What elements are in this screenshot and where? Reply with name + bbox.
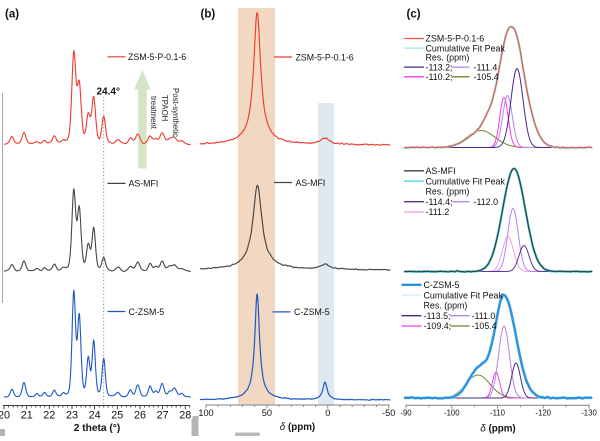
svg-text:-120: -120 [535,409,551,418]
svg-text:Cumulative Fit Peak: Cumulative Fit Peak [424,290,504,300]
svg-text:AS-MFI: AS-MFI [296,178,326,188]
svg-text:-113.5;: -113.5; [424,311,451,321]
svg-text:C-ZSM-5: C-ZSM-5 [294,307,330,317]
svg-text:δ (ppm): δ (ppm) [480,424,515,435]
svg-text:-110: -110 [490,409,506,418]
svg-text:C-ZSM-5: C-ZSM-5 [129,307,165,317]
svg-text:(c): (c) [407,9,421,21]
svg-text:0: 0 [325,408,330,418]
svg-text:2 theta (°): 2 theta (°) [74,423,121,434]
svg-text:21: 21 [21,410,33,422]
svg-text:-130: -130 [581,409,597,418]
svg-text:27: 27 [157,410,169,422]
svg-text:-105.4: -105.4 [472,321,497,331]
svg-text:Res. (ppm): Res. (ppm) [426,53,470,63]
svg-text:(b): (b) [201,9,216,21]
svg-text:Res. (ppm): Res. (ppm) [424,301,468,311]
svg-text:ZSM-5-P-0.1-6: ZSM-5-P-0.1-6 [426,34,485,44]
svg-text:-90: -90 [400,409,412,418]
svg-text:Cumulative Fit Peak: Cumulative Fit Peak [426,43,506,53]
svg-text:-50: -50 [382,408,395,418]
svg-text:Post-synthetic: Post-synthetic [171,88,180,137]
svg-text:-112.0: -112.0 [474,197,499,207]
svg-text:24.4°: 24.4° [97,87,120,98]
svg-text:TPAOH: TPAOH [160,95,169,121]
svg-text:-114.4;: -114.4; [426,197,453,207]
svg-text:25: 25 [111,410,123,422]
svg-text:100: 100 [198,408,213,418]
svg-text:Res. (ppm): Res. (ppm) [426,187,470,197]
svg-text:-111.0: -111.0 [472,311,496,321]
svg-text:26: 26 [134,410,146,422]
svg-text:Cumulative Fit Peak: Cumulative Fit Peak [426,176,506,186]
svg-text:-113.2;: -113.2; [426,62,453,72]
svg-text:ZSM-5-P-0.1-6: ZSM-5-P-0.1-6 [296,52,354,62]
svg-text:δ (ppm): δ (ppm) [280,422,315,433]
svg-text:-111.4: -111.4 [474,62,498,72]
svg-text:-100: -100 [444,409,460,418]
svg-text:AS-MFI: AS-MFI [426,166,456,176]
svg-text:-110.2;: -110.2; [426,72,453,82]
svg-text:50: 50 [262,408,272,418]
svg-text:20: 20 [0,410,10,422]
svg-text:28: 28 [179,410,191,422]
svg-text:C-ZSM-5: C-ZSM-5 [424,280,460,290]
svg-text:24: 24 [89,410,101,422]
svg-text:ZSM-5-P-0.1-6: ZSM-5-P-0.1-6 [128,52,186,62]
svg-text:-111.2: -111.2 [426,207,450,217]
svg-text:-109.4;: -109.4; [424,321,452,331]
svg-text:-105.4: -105.4 [474,72,499,82]
svg-text:treatment: treatment [149,96,158,130]
svg-text:22: 22 [43,410,55,422]
svg-text:(a): (a) [5,9,19,21]
svg-text:23: 23 [66,410,78,422]
svg-text:AS-MFI: AS-MFI [129,179,159,189]
